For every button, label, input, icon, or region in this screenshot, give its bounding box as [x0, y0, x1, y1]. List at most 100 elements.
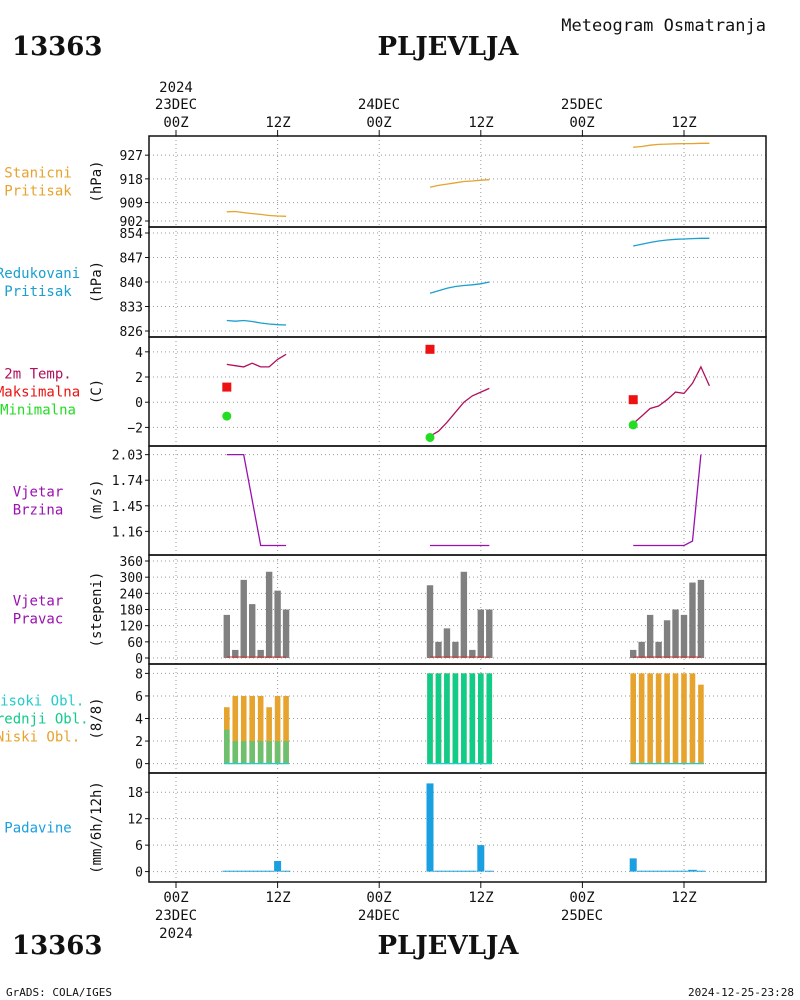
precip-bar — [222, 870, 232, 872]
series-line-wind_speed — [226, 453, 287, 547]
y-tick-label: 1.74 — [112, 474, 143, 489]
precip-bar — [688, 869, 697, 872]
series-line-temperature — [429, 387, 490, 437]
panel-frame — [148, 772, 767, 883]
cloud-low-bar — [647, 673, 653, 764]
series-line-station_pressure — [633, 142, 710, 148]
precip-bar — [696, 870, 706, 872]
wind-dir-bar — [223, 614, 230, 658]
series-line-reduced_pressure — [633, 237, 710, 247]
panel-label-reduced_pressure: Pritisak — [4, 284, 72, 300]
precip-bar — [247, 870, 257, 872]
wind-dir-bar — [646, 614, 654, 658]
y-tick-label: 0 — [135, 652, 143, 667]
precip-bar — [274, 861, 282, 872]
y-tick-label: 6 — [135, 690, 143, 705]
temp-max-point — [425, 344, 435, 354]
y-tick-label: 240 — [120, 587, 143, 602]
unit-label-precipitation: (mm/6h/12h) — [89, 781, 105, 874]
precip-bar — [239, 870, 249, 872]
y-tick-label: 826 — [120, 325, 143, 340]
panel-label-temperature: Maksimalna — [0, 385, 80, 401]
bottom-tick-label-1: 12Z — [265, 890, 290, 906]
panel-wind_speed: 2.03 1.74 1.45 1.16 Vjetar Brzina (m/s) — [13, 445, 767, 556]
y-tick-label: 12 — [127, 813, 143, 828]
panel-label-wind_speed: Brzina — [13, 503, 64, 519]
precip-bar — [281, 870, 291, 872]
top-year-label: 2024 — [159, 80, 193, 96]
wind-dir-bar — [435, 641, 442, 658]
series-line-reduced_pressure — [429, 281, 490, 294]
y-tick-label: 60 — [127, 636, 143, 651]
cloud-mid-bar — [452, 673, 459, 764]
y-tick-label: 854 — [120, 227, 144, 242]
panel-label-temperature: Minimalna — [0, 403, 76, 419]
panel-station_pressure: 927 918 909 902 Stanicni Pritisak (hPa) — [4, 135, 767, 230]
cloud-mid-bar — [274, 741, 281, 764]
panel-label-reduced_pressure: Redukovani — [0, 266, 80, 282]
y-tick-label: 360 — [120, 555, 143, 570]
bottom-tick-label-5: 12Z — [671, 890, 696, 906]
cloud-mid-bar — [444, 673, 450, 764]
precip-bar — [256, 870, 265, 872]
panel-label-clouds: Visoki Obl. — [0, 694, 84, 710]
series-line-wind_speed — [633, 454, 702, 547]
y-tick-label: 1.16 — [112, 525, 143, 540]
precip-bar — [679, 870, 689, 872]
panel-label-station_pressure: Pritisak — [4, 184, 72, 200]
wind-dir-bar — [240, 579, 247, 658]
y-tick-label: −2 — [127, 421, 143, 436]
precip-bar — [477, 845, 485, 872]
wind-dir-bar — [672, 609, 679, 658]
bottom-date-label-1: 24DEC — [358, 908, 400, 924]
y-tick-label: 918 — [120, 173, 143, 188]
y-tick-label: 927 — [120, 149, 143, 164]
footer-right: 2024-12-25-23:28 — [688, 986, 794, 999]
y-tick-label: 0 — [135, 758, 143, 773]
bottom-date-label-0: 23DEC — [155, 908, 197, 924]
wind-dir-bar — [638, 641, 645, 658]
cloud-low-bar — [681, 673, 687, 764]
temp-max-point — [222, 382, 232, 392]
y-tick-label: 4 — [135, 713, 143, 728]
top-date-label-1: 24DEC — [358, 97, 400, 113]
wind-dir-bar — [689, 582, 696, 658]
y-tick-label: 120 — [120, 620, 143, 635]
bottom-tick-label-0: 00Z — [163, 890, 188, 906]
wind-dir-bar — [452, 641, 459, 658]
temp-min-point — [425, 432, 435, 442]
cloud-mid-bar — [461, 673, 467, 764]
panel-label-wind_direction: Vjetar — [13, 594, 64, 610]
precip-bar — [230, 870, 240, 872]
cloud-low-bar — [240, 695, 247, 764]
wind-dir-bar — [443, 628, 451, 658]
precip-bar — [426, 783, 434, 872]
cloud-low-bar — [257, 695, 264, 764]
cloud-mid-bar — [232, 741, 239, 764]
precip-bar — [654, 870, 663, 872]
precip-bar — [459, 870, 469, 872]
panel-label-clouds: Srednji Obl. — [0, 712, 89, 728]
y-tick-label: 180 — [120, 604, 143, 619]
panel-label-temperature: 2m Temp. — [4, 367, 71, 383]
precip-bar — [671, 870, 680, 872]
y-tick-label: 847 — [120, 252, 143, 267]
wind-dir-bar — [282, 609, 290, 658]
bottom-year-label: 2024 — [159, 926, 193, 942]
cloud-mid-bar — [224, 729, 230, 764]
wind-dir-bar — [655, 641, 662, 658]
cloud-low-bar — [638, 673, 645, 764]
cloud-low-bar — [698, 684, 704, 764]
unit-label-temperature: (C) — [89, 379, 105, 404]
panel-precipitation: 18 12 6 0 Padavine (mm/6h/12h) — [4, 772, 767, 883]
y-tick-label: 1.45 — [112, 500, 143, 515]
cloud-low-bar — [664, 673, 670, 764]
panel-label-station_pressure: Stanicni — [4, 166, 71, 182]
panel-frame — [148, 135, 767, 228]
precip-bar — [434, 870, 443, 872]
y-tick-label: 902 — [120, 215, 143, 230]
bottom-tick-label-4: 00Z — [569, 890, 594, 906]
top-date-label-0: 23DEC — [155, 97, 197, 113]
